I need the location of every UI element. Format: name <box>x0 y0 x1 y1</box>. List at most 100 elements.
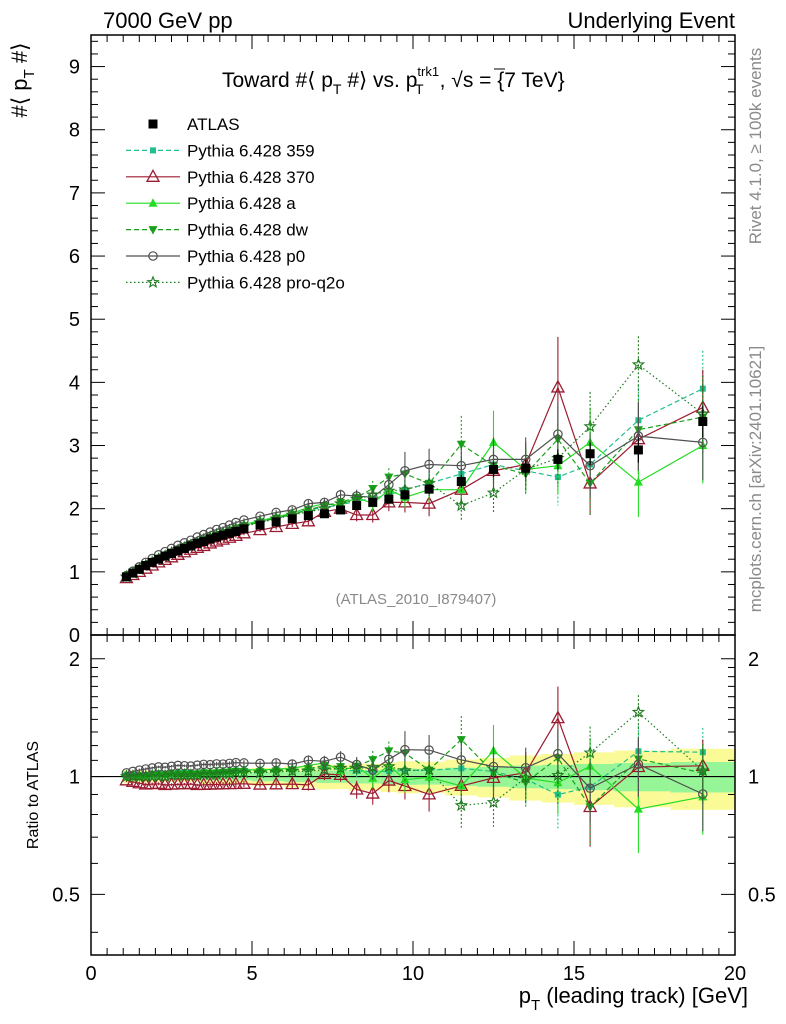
series-point <box>365 507 380 521</box>
data-point <box>553 454 563 464</box>
y-tick-label: 1 <box>69 562 80 584</box>
legend-entry: Pythia 6.428 359 <box>126 141 315 160</box>
ratio-point <box>269 764 283 778</box>
series-point <box>255 511 265 522</box>
data-point <box>271 517 281 527</box>
x-tick-label: 20 <box>724 963 746 985</box>
ratio-point <box>285 763 300 777</box>
ratio-point <box>209 767 224 781</box>
ratio-point <box>696 763 710 777</box>
ratio-point <box>697 789 708 799</box>
ratio-point <box>365 785 380 799</box>
series-point <box>486 485 501 499</box>
series-point <box>301 513 316 527</box>
y-tick-label: 4 <box>69 372 80 394</box>
series-point <box>384 479 394 490</box>
title-s: s <box>463 69 474 92</box>
legend-label: Pythia 6.428 p0 <box>187 247 305 266</box>
data-point <box>352 501 362 511</box>
ratio-point <box>269 776 284 790</box>
title-part-d: = {7 TeV} <box>473 69 564 92</box>
series-point <box>550 379 565 393</box>
ratio-point <box>237 765 251 779</box>
y-tick-label: 9 <box>69 57 80 79</box>
legend-entry: ATLAS <box>148 115 240 134</box>
data-point <box>167 549 176 559</box>
y-tick-label: 7 <box>69 183 80 205</box>
series-line-pythia-370 <box>126 385 704 579</box>
series-point <box>319 497 330 508</box>
ratio-tick-label-right: 1 <box>748 767 759 789</box>
series-pythia-a <box>121 407 708 580</box>
data-point <box>173 546 183 556</box>
data-point <box>199 537 209 547</box>
ratio-point <box>132 775 147 789</box>
ratio-point <box>382 759 396 773</box>
data-point <box>456 477 466 487</box>
ratio-point <box>333 761 348 774</box>
legend-marker <box>150 147 156 154</box>
y-tick-label: 3 <box>69 436 80 458</box>
series-point <box>631 357 646 371</box>
ratio-point <box>633 759 644 770</box>
legend-entry: Pythia 6.428 p0 <box>126 247 305 266</box>
data-point <box>160 551 170 561</box>
svg-text:#⟨ pT #⟩: #⟨ pT #⟩ <box>7 42 38 117</box>
legend-marker <box>148 226 158 235</box>
ratio-tick-label-right: 0.5 <box>748 884 776 906</box>
xlabel-sub: T <box>531 997 540 1014</box>
analysis-watermark: (ATLAS_2010_I879407) <box>336 591 497 608</box>
series-line-pythia-p0 <box>126 433 703 577</box>
data-point <box>128 568 138 578</box>
series-pythia-370 <box>119 336 710 584</box>
x-tick-label: 0 <box>85 963 96 985</box>
y-tick-label: 0 <box>69 625 80 647</box>
ratio-point <box>398 763 412 777</box>
data-point <box>336 505 346 515</box>
data-point <box>255 520 265 530</box>
series-point <box>697 437 708 448</box>
ratio-point <box>631 705 646 718</box>
ratio-point <box>424 745 434 755</box>
data-point <box>633 445 643 455</box>
legend-marker <box>148 251 158 261</box>
ratio-series-pythia-pro-q2o <box>119 695 710 828</box>
title-sub2: T <box>415 81 424 97</box>
data-point <box>368 497 378 507</box>
data-point <box>521 463 531 473</box>
data-point <box>424 484 434 494</box>
mcplots-label: mcplots.cern.ch [arXiv:2401.10621] <box>746 346 765 612</box>
ratio-point <box>381 772 396 786</box>
y-tick-label: 5 <box>69 309 80 331</box>
data-point <box>121 572 131 582</box>
legend-label: Pythia 6.428 359 <box>187 141 315 160</box>
data-point <box>141 561 151 571</box>
ratio-point <box>252 776 268 790</box>
data-point <box>239 524 249 534</box>
ratio-point <box>303 765 313 774</box>
series-pythia-p0 <box>121 401 708 581</box>
series-line-pythia-pro-q2o <box>126 363 704 578</box>
rivet-version-label: Rivet 4.1.0, ≥ 100k events <box>746 48 765 244</box>
data-point <box>287 514 297 524</box>
title-part-b: #⟩ vs. p <box>341 69 417 92</box>
series-point <box>456 460 467 471</box>
y-tick-label: 2 <box>69 499 80 521</box>
y-tick-label: 8 <box>69 120 80 142</box>
ratio-point <box>486 795 501 809</box>
ratio-point <box>236 775 252 789</box>
legend-marker <box>148 198 158 207</box>
header-right-label: Underlying Event <box>567 8 735 33</box>
ratio-point <box>253 765 267 779</box>
series-point <box>424 459 434 470</box>
series-point <box>239 515 249 525</box>
ratio-point <box>285 776 300 790</box>
xlabel-part-b: (leading track) [GeV] <box>540 983 748 1008</box>
legend-label: Pythia 6.428 a <box>187 194 296 213</box>
title-part-a: Toward #⟨ p <box>222 69 333 92</box>
ratio-point <box>633 804 643 813</box>
legend-entry: Pythia 6.428 370 <box>126 168 315 187</box>
axes-ticks: 0 5 10 15 20 0 1 2 3 4 5 6 7 8 9 0.5 0.5 1 1 2 2 <box>52 35 776 985</box>
legend-marker <box>145 168 161 182</box>
data-point <box>147 557 157 567</box>
